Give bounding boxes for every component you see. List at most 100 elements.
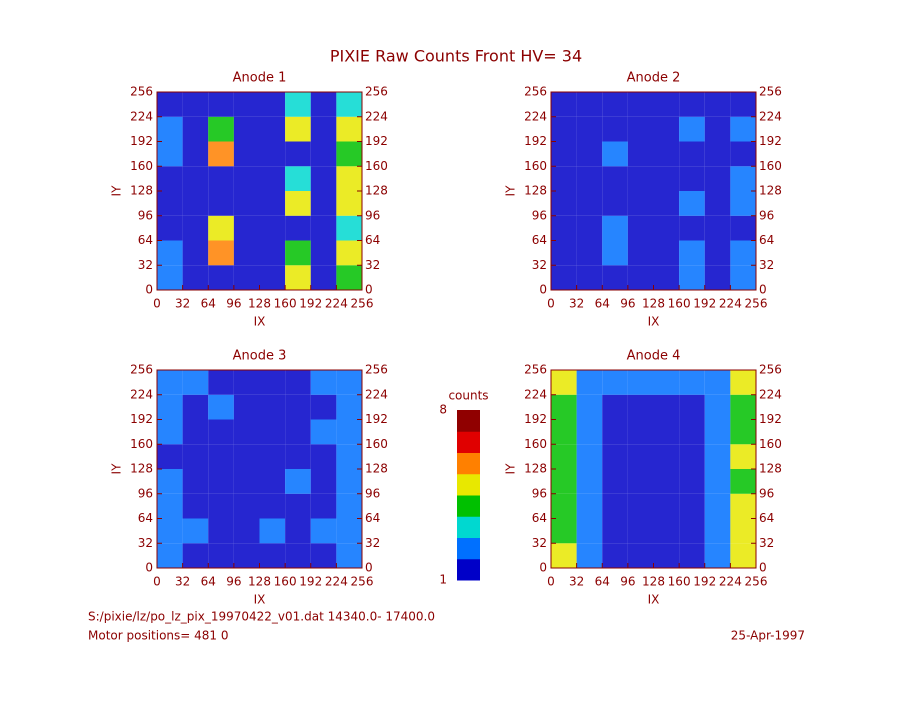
heat-cell <box>285 394 311 420</box>
heat-cell <box>576 419 603 445</box>
heat-cell <box>285 141 311 167</box>
heat-cell <box>208 370 234 395</box>
x-tick-label: 192 <box>299 297 322 311</box>
x-tick-label: 192 <box>693 297 716 311</box>
heat-cell <box>602 215 628 241</box>
x-tick-label: 64 <box>595 297 610 311</box>
heat-cell <box>704 419 731 445</box>
heat-cell <box>259 215 286 241</box>
heat-cell <box>259 265 286 290</box>
y-tick-label-right: 160 <box>365 159 388 173</box>
y-tick-label: 32 <box>532 258 547 272</box>
heat-cell <box>259 444 286 469</box>
heat-cell <box>285 469 311 494</box>
heat-cell <box>208 518 234 544</box>
heat-cell <box>182 493 209 519</box>
colorbar-cell <box>457 537 480 560</box>
x-axis-label: IX <box>254 593 266 607</box>
footer-motor: Motor positions= 481 0 <box>88 629 229 643</box>
x-tick-label: 96 <box>620 575 635 589</box>
heat-cell <box>627 444 654 469</box>
heat-cell <box>310 116 337 142</box>
colorbar-cell <box>457 410 480 432</box>
y-tick-label-right: 0 <box>759 283 767 297</box>
heat-cell <box>551 240 577 266</box>
y-tick-label: 256 <box>524 85 547 99</box>
heat-cell <box>310 240 337 266</box>
heat-cell <box>730 141 756 167</box>
y-tick-label: 64 <box>532 511 547 525</box>
heat-cell <box>182 215 209 241</box>
heat-cell <box>336 92 362 117</box>
y-tick-label-right: 224 <box>365 387 388 401</box>
y-tick-label: 224 <box>524 109 547 123</box>
heat-cell <box>157 469 183 494</box>
x-tick-label: 32 <box>175 575 190 589</box>
colorbar-cell <box>457 516 480 538</box>
heat-cell <box>627 493 654 519</box>
x-tick-label: 256 <box>745 297 768 311</box>
y-tick-label: 0 <box>539 561 547 575</box>
heat-cell <box>336 518 362 544</box>
heat-cell <box>653 493 680 519</box>
heat-cell <box>679 543 705 568</box>
y-tick-label-right: 160 <box>759 437 782 451</box>
heat-cell <box>233 141 260 167</box>
heat-cell <box>208 141 234 167</box>
x-tick-label: 32 <box>569 297 584 311</box>
heat-cell <box>730 469 756 494</box>
panel-title: Anode 1 <box>233 71 287 86</box>
heat-cell <box>551 265 577 290</box>
y-tick-label-right: 192 <box>759 134 782 148</box>
heat-cell <box>259 141 286 167</box>
y-tick-label: 64 <box>532 233 547 247</box>
heat-cell <box>730 240 756 266</box>
heat-cell <box>704 493 731 519</box>
x-tick-label: 224 <box>719 297 742 311</box>
heat-cell <box>704 518 731 544</box>
heat-cell <box>208 166 234 191</box>
heat-cell <box>208 265 234 290</box>
heat-cell <box>259 419 286 445</box>
colorbar-tick-label: 8 <box>439 403 447 417</box>
y-tick-label: 256 <box>130 363 153 377</box>
heat-cell <box>233 215 260 241</box>
heat-cell <box>704 141 731 167</box>
heat-cell <box>679 469 705 494</box>
colorbar-tick-label: 1 <box>439 573 447 587</box>
heat-cell <box>679 116 705 142</box>
x-tick-label: 0 <box>153 297 161 311</box>
y-tick-label: 160 <box>524 437 547 451</box>
heat-cell <box>576 444 603 469</box>
heat-cell <box>576 240 603 266</box>
heat-cell <box>704 215 731 241</box>
heat-cell <box>704 370 731 395</box>
heat-cell <box>551 518 577 544</box>
heat-cell <box>602 265 628 290</box>
heat-cell <box>551 166 577 191</box>
heat-cell <box>310 191 337 216</box>
heat-cell <box>208 543 234 568</box>
heat-cell <box>602 166 628 191</box>
heat-cell <box>336 493 362 519</box>
heat-cell <box>259 518 286 544</box>
heat-cell <box>627 394 654 420</box>
heat-cell <box>551 92 577 117</box>
y-tick-label-right: 192 <box>365 412 388 426</box>
heat-cell <box>233 518 260 544</box>
y-tick-label-right: 128 <box>759 184 782 198</box>
x-tick-label: 160 <box>668 575 691 589</box>
heat-cell <box>336 543 362 568</box>
heat-cell <box>653 518 680 544</box>
y-tick-label-right: 0 <box>365 561 373 575</box>
page-title: PIXIE Raw Counts Front HV= 34 <box>330 47 582 66</box>
heat-cell <box>627 543 654 568</box>
y-tick-label: 256 <box>524 363 547 377</box>
heat-cell <box>730 518 756 544</box>
heat-cell <box>310 370 337 395</box>
heat-cell <box>208 394 234 420</box>
y-tick-label-right: 160 <box>759 159 782 173</box>
heat-cell <box>336 419 362 445</box>
heat-cell <box>233 543 260 568</box>
heat-cell <box>310 444 337 469</box>
